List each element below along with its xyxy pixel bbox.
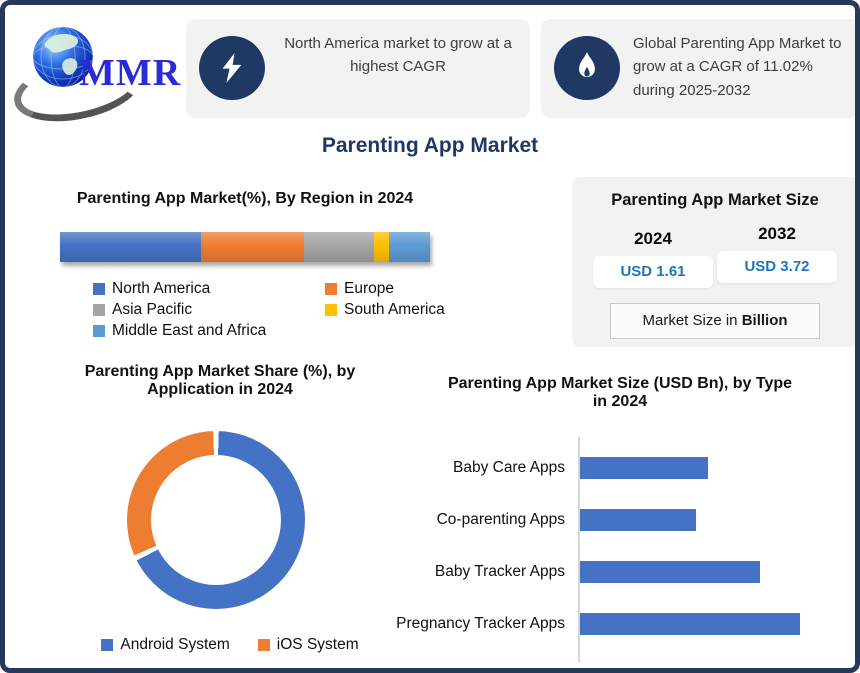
- mmr-logo: MMR: [8, 17, 191, 132]
- type-bar-label: Baby Tracker Apps: [434, 563, 565, 580]
- brand-text: MMR: [79, 52, 182, 94]
- legend-item-south-america: South America: [325, 299, 445, 320]
- market-size-note-unit: Billion: [741, 312, 788, 329]
- callout-text: Global Parenting App Market to grow at a…: [633, 35, 842, 99]
- type-bar-row-baby-tracker-apps: Baby Tracker Apps: [375, 561, 835, 583]
- year-label: 2032: [758, 224, 796, 243]
- legend-label: Asia Pacific: [112, 300, 193, 318]
- type-bar-label: Baby Care Apps: [452, 459, 565, 476]
- legend-item-north-america: North America: [93, 278, 325, 299]
- legend-label: Middle East and Africa: [112, 321, 267, 339]
- region-segment-middle-east-and-africa: [389, 232, 430, 262]
- region-segment-north-america: [60, 232, 201, 262]
- legend-marker: [325, 282, 337, 295]
- callout-north-america-cagr: North America market to grow at a highes…: [186, 19, 530, 118]
- market-size-title: Parenting App Market Size: [611, 191, 819, 209]
- region-segment-asia-pacific: [304, 232, 375, 262]
- legend-marker: [93, 282, 105, 295]
- legend-marker: [257, 638, 270, 651]
- legend-marker: [93, 303, 105, 316]
- market-size-note-text: Market Size in: [642, 312, 742, 329]
- application-donut: [127, 431, 305, 609]
- region-chart-title: Parenting App Market(%), By Region in 20…: [76, 190, 414, 207]
- type-bar-label: Co-parenting Apps: [436, 511, 565, 528]
- application-legend: Android System iOS System: [55, 634, 405, 655]
- market-size-value-2024: USD 1.61: [593, 256, 713, 288]
- legend-marker: [93, 324, 105, 337]
- legend-label: Android System: [120, 635, 230, 653]
- legend-label: iOS System: [276, 635, 359, 653]
- region-segment-south-america: [374, 232, 390, 262]
- region-segment-europe: [200, 232, 305, 262]
- donut-hole: [151, 455, 281, 585]
- legend-item-android-system: Android System: [101, 634, 230, 655]
- type-chart-title: Parenting App Market Size (USD Bn), by T…: [447, 375, 793, 410]
- type-bar-chart: Baby Care Apps Co-parenting Apps Baby Trac…: [375, 437, 835, 663]
- callout-global-cagr: Global Parenting App Market to grow at a…: [541, 19, 855, 118]
- year-label: 2024: [634, 229, 672, 248]
- market-size-2032: 2032 USD 3.72: [717, 224, 837, 283]
- type-bar: [580, 613, 800, 635]
- legend-item-middle-east-africa: Middle East and Africa: [93, 320, 325, 341]
- region-legend: North America Europe Asia Pacific South …: [93, 278, 445, 341]
- market-size-2024: 2024 USD 1.61: [593, 229, 713, 288]
- legend-item-europe: Europe: [325, 278, 445, 299]
- application-chart-title: Parenting App Market Share (%), by Appli…: [84, 363, 356, 398]
- lightning-bolt-icon: [199, 36, 265, 100]
- region-stacked-bar: [60, 232, 430, 262]
- market-size-columns: 2024 USD 1.61 2032 USD 3.72: [572, 224, 855, 288]
- type-bar: [580, 509, 696, 531]
- type-bar-row-baby-care-apps: Baby Care Apps: [375, 457, 835, 479]
- market-size-note: Market Size in Billion: [610, 303, 820, 339]
- market-size-panel: Parenting App Market Size 2024 USD 1.61 …: [572, 177, 855, 347]
- type-bar-row-pregnancy-tracker-apps: Pregnancy Tracker Apps: [375, 613, 835, 635]
- legend-label: Europe: [344, 279, 394, 297]
- legend-marker: [325, 303, 337, 316]
- legend-label: South America: [344, 300, 445, 318]
- callout-text: North America market to grow at a highes…: [284, 35, 512, 76]
- type-bar-label: Pregnancy Tracker Apps: [396, 615, 565, 632]
- type-bar-axis: [578, 437, 580, 662]
- legend-item-asia-pacific: Asia Pacific: [93, 299, 325, 320]
- legend-item-ios-system: iOS System: [257, 634, 359, 655]
- legend-label: North America: [112, 279, 211, 297]
- globe-icon: [31, 25, 95, 89]
- type-bar: [580, 457, 708, 479]
- market-size-value-2032: USD 3.72: [717, 251, 837, 283]
- flame-icon: [554, 36, 620, 100]
- type-bar: [580, 561, 760, 583]
- legend-marker: [101, 638, 114, 651]
- type-bar-row-co-parenting-apps: Co-parenting Apps: [375, 509, 835, 531]
- page-title: Parenting App Market: [321, 134, 539, 157]
